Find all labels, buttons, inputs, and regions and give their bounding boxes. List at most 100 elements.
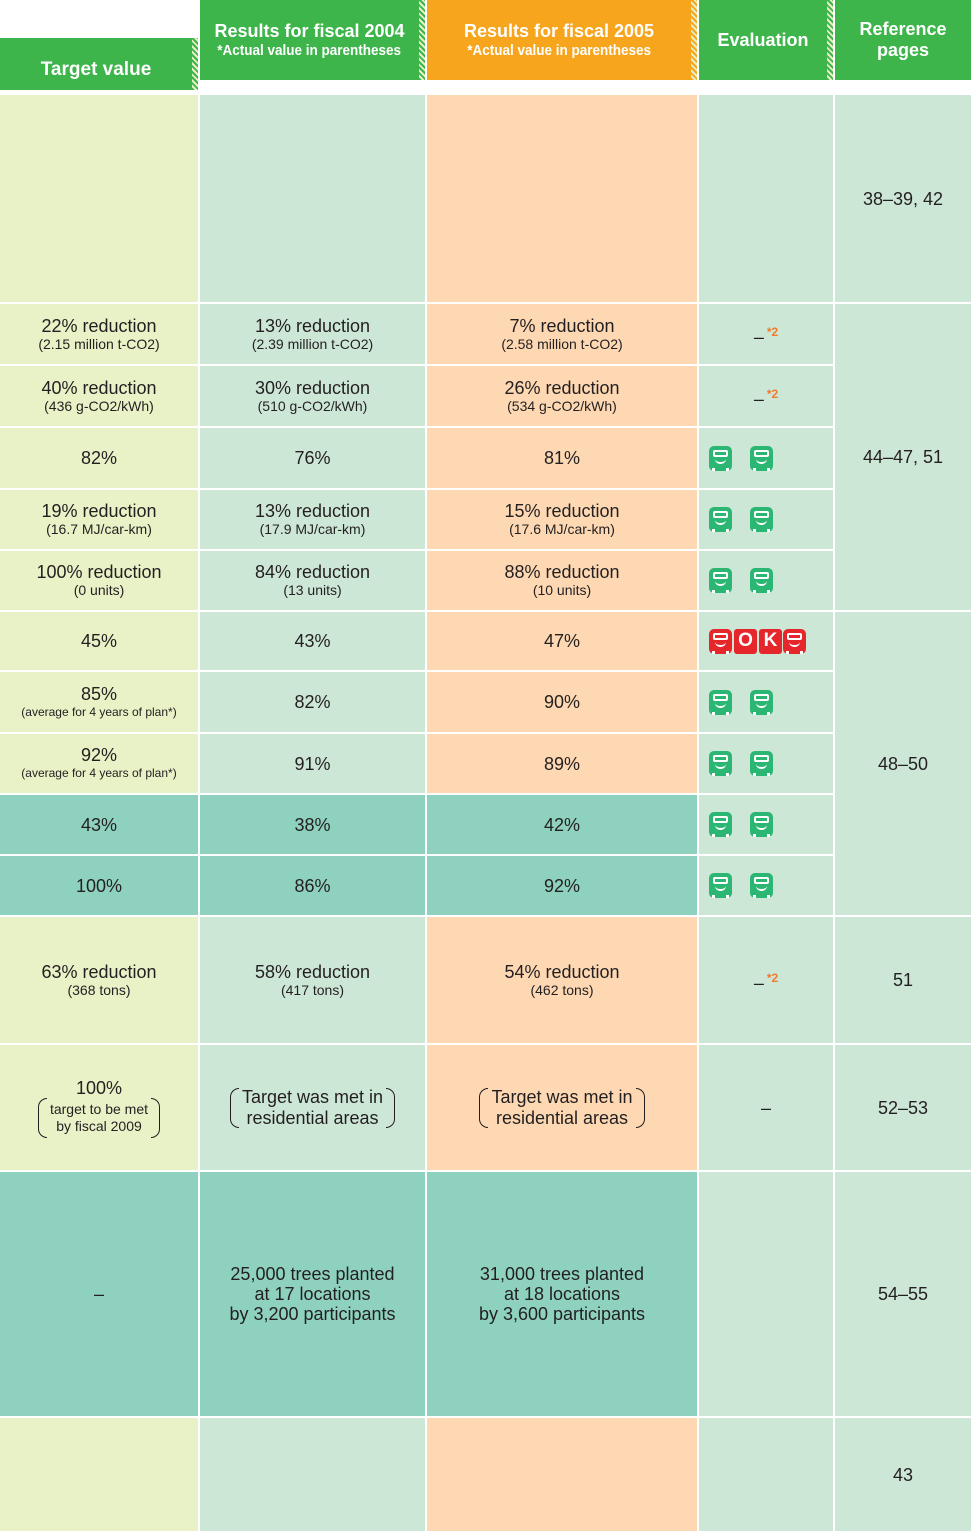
table-cell: 45% — [0, 612, 198, 670]
reference-pages: 51 — [892, 970, 914, 990]
cell-value: 54% reduction — [504, 961, 620, 982]
table-cell: 89% — [427, 734, 697, 793]
cell-detail: (2.39 million t-CO2) — [251, 335, 374, 352]
paren-left — [229, 1087, 239, 1128]
table-cell: Target was met in residential areas — [427, 1045, 697, 1170]
cell-value: 42% — [543, 814, 581, 835]
paren-left — [479, 1087, 489, 1128]
cell-detail: (average for 4 years of plan*) — [21, 704, 177, 719]
cell-detail: (462 tons) — [530, 981, 594, 998]
cell-detail: (436 g-CO2/kWh) — [44, 397, 154, 414]
train-face-icon — [750, 445, 773, 471]
table-cell: 92% — [427, 856, 697, 915]
icon-smile — [789, 642, 800, 647]
icon-window — [713, 693, 728, 701]
icon-feet — [753, 529, 770, 532]
train-face-icon — [750, 812, 773, 837]
train-face-icon — [709, 812, 732, 837]
train-face-icon — [709, 751, 732, 776]
icons — [699, 873, 833, 898]
ok-letter: O — [734, 628, 757, 654]
evaluation-cell — [699, 734, 833, 793]
cell-detail: (13 units) — [283, 582, 342, 598]
evaluation: – *2 — [754, 968, 778, 993]
paren-right — [151, 1097, 161, 1138]
table-cell: 38% — [200, 795, 425, 854]
icon-feet — [753, 834, 770, 837]
icon-smile — [756, 703, 767, 708]
icon-feet — [712, 467, 729, 471]
cell-detail: (17.9 MJ/car-km) — [259, 521, 366, 537]
column-header: Evaluation — [699, 0, 827, 80]
icon-feet — [712, 895, 729, 898]
train-face-icon — [750, 568, 773, 593]
cell-value: 43% — [294, 631, 331, 651]
paren-text: Target was met in residential areas — [491, 1087, 632, 1129]
footnote-mark: *2 — [766, 386, 779, 401]
icon-window — [754, 877, 769, 884]
icon-feet — [753, 590, 770, 593]
table-cell: 81% — [427, 428, 697, 488]
table-cell: 13% reduction (17.9 MJ/car-km) — [200, 490, 425, 549]
cell-value: 100% — [75, 875, 123, 896]
icon-smile — [715, 703, 726, 708]
cell-detail: (average for 4 years of plan*) — [21, 766, 177, 780]
cell-detail: (534 g-CO2/kWh) — [507, 397, 617, 414]
cell-line: by 3,600 participants — [478, 1304, 646, 1324]
table-cell: 43% — [200, 612, 425, 670]
evaluation-text: – — [760, 1097, 771, 1118]
icon-feet — [753, 467, 770, 471]
evaluation-cell — [699, 95, 833, 302]
icons — [699, 812, 833, 837]
reference-cell: 48–50 — [835, 612, 971, 915]
reference-cell: 38–39, 42 — [835, 95, 971, 302]
paren-line: by fiscal 2009 — [56, 1117, 142, 1134]
cell-value: 15% reduction — [504, 501, 620, 521]
evaluation-cell — [699, 672, 833, 732]
icons — [699, 751, 833, 776]
icon-feet — [712, 711, 729, 715]
cell-line: at 18 locations — [503, 1284, 621, 1304]
evaluation-cell — [699, 1418, 833, 1531]
table-cell — [200, 95, 425, 302]
icon-feet — [712, 650, 729, 654]
train-face-icon — [709, 628, 732, 654]
table-cell: 30% reduction (510 g-CO2/kWh) — [200, 366, 425, 426]
paren-right — [635, 1087, 645, 1128]
paren-text: Target was met in residential areas — [242, 1087, 383, 1129]
table-cell: 92% (average for 4 years of plan*) — [0, 734, 198, 793]
table-cell: – — [0, 1172, 198, 1416]
reference-cell: 43 — [835, 1418, 971, 1531]
cell-line: 25,000 trees planted — [230, 1264, 395, 1284]
train-face-icon — [750, 751, 773, 776]
table-cell: 76% — [200, 428, 425, 488]
cell-detail: (0 units) — [73, 582, 125, 598]
table-cell: 85% (average for 4 years of plan*) — [0, 672, 198, 732]
table-cell — [200, 1418, 425, 1531]
icon-window — [754, 816, 769, 823]
cell-value: 86% — [294, 875, 331, 896]
icon-window — [713, 449, 728, 457]
table-cell: 63% reduction (368 tons) — [0, 917, 198, 1043]
paren-line: residential areas — [495, 1107, 629, 1128]
evaluation: – *2 — [754, 322, 778, 347]
paren-line: Target was met in — [491, 1086, 633, 1107]
cell-value: 13% reduction — [254, 501, 371, 521]
train-face-icon — [750, 873, 773, 898]
table-cell: 84% reduction (13 units) — [200, 551, 425, 610]
train-face-icon — [709, 445, 732, 471]
cell-value: 84% reduction — [254, 562, 371, 582]
evaluation-text: – — [753, 388, 764, 409]
table-cell: 25,000 trees planted at 17 locations by 3,… — [200, 1172, 425, 1416]
paren-line: residential areas — [246, 1107, 379, 1128]
cell-value: 88% reduction — [504, 562, 620, 582]
icon-smile — [715, 764, 726, 769]
header-note: *Actual value in parentheses — [217, 41, 402, 59]
column-header: Results for fiscal 2005 *Actual value in … — [427, 0, 691, 80]
cell-line: by 3,200 participants — [229, 1304, 396, 1324]
train-face-icon — [750, 689, 773, 715]
cell-value: 100% reduction — [36, 562, 162, 582]
reference-pages: 54–55 — [877, 1284, 929, 1304]
